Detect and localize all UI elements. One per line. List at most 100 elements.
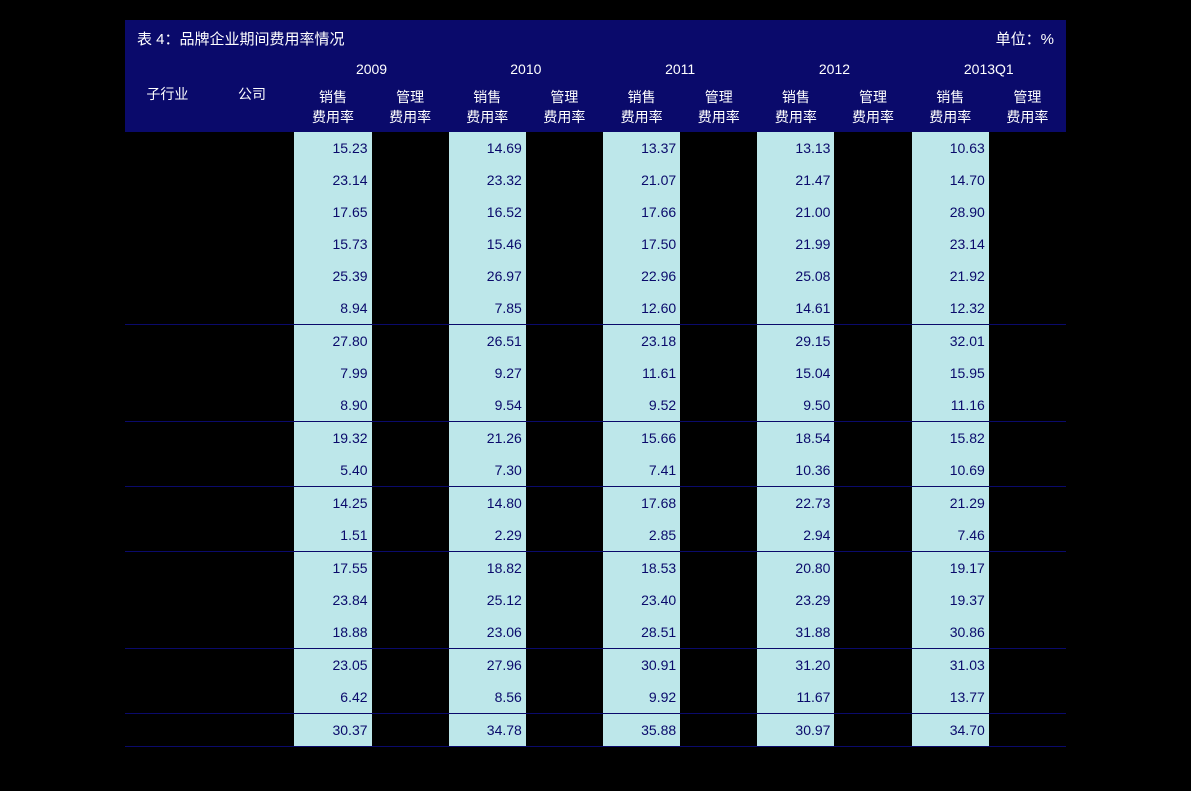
cell-mgmt: [989, 552, 1066, 585]
cell-sales: 12.60: [603, 292, 680, 325]
cell-company: [210, 616, 295, 649]
cell-mgmt: [834, 454, 911, 487]
col-sales-2013q1: 销售费用率: [912, 82, 989, 132]
cell-mgmt: [680, 681, 757, 714]
cell-mgmt: [834, 325, 911, 358]
cell-mgmt: [834, 164, 911, 196]
cell-sales: 10.36: [757, 454, 834, 487]
cell-mgmt: [680, 389, 757, 422]
cell-mgmt: [680, 132, 757, 164]
cell-mgmt: [834, 487, 911, 520]
cell-company: [210, 292, 295, 325]
cell-mgmt: [526, 487, 603, 520]
table-row: 15.7315.4617.5021.9923.14: [125, 228, 1066, 260]
cell-sales: 15.23: [294, 132, 371, 164]
col-mgmt-2013q1: 管理费用率: [989, 82, 1066, 132]
cell-mgmt: [526, 552, 603, 585]
cell-sales: 28.90: [912, 196, 989, 228]
cell-mgmt: [834, 584, 911, 616]
cell-sales: 30.86: [912, 616, 989, 649]
cell-mgmt: [989, 389, 1066, 422]
cell-sales: 21.00: [757, 196, 834, 228]
cell-mgmt: [834, 616, 911, 649]
cell-industry: [125, 357, 210, 389]
cell-sales: 18.53: [603, 552, 680, 585]
cell-mgmt: [372, 132, 449, 164]
cell-sales: 23.05: [294, 649, 371, 682]
cell-mgmt: [680, 325, 757, 358]
cell-mgmt: [680, 519, 757, 552]
cell-industry: [125, 714, 210, 747]
cell-mgmt: [680, 584, 757, 616]
cell-mgmt: [834, 422, 911, 455]
cell-industry: [125, 422, 210, 455]
cell-mgmt: [989, 357, 1066, 389]
table-title: 表 4：品牌企业期间费用率情况: [137, 28, 345, 49]
cell-sales: 31.88: [757, 616, 834, 649]
cell-sales: 23.18: [603, 325, 680, 358]
table-row: 19.3221.2615.6618.5415.82: [125, 422, 1066, 455]
cell-mgmt: [372, 228, 449, 260]
cell-mgmt: [680, 228, 757, 260]
table-body: 15.2314.6913.3713.1310.6323.1423.3221.07…: [125, 132, 1066, 747]
cell-mgmt: [989, 292, 1066, 325]
cell-sales: 21.07: [603, 164, 680, 196]
cell-company: [210, 196, 295, 228]
cell-sales: 10.69: [912, 454, 989, 487]
cell-sales: 9.50: [757, 389, 834, 422]
cell-company: [210, 714, 295, 747]
cell-sales: 7.30: [449, 454, 526, 487]
col-mgmt-2010: 管理费用率: [526, 82, 603, 132]
cell-company: [210, 422, 295, 455]
cell-sales: 21.29: [912, 487, 989, 520]
cell-mgmt: [372, 196, 449, 228]
cell-sales: 7.41: [603, 454, 680, 487]
cell-sales: 25.08: [757, 260, 834, 292]
year-2013q1: 2013Q1: [912, 56, 1066, 83]
cell-mgmt: [989, 584, 1066, 616]
cell-industry: [125, 584, 210, 616]
cell-sales: 19.17: [912, 552, 989, 585]
col-sales-2010: 销售费用率: [449, 82, 526, 132]
cell-mgmt: [372, 616, 449, 649]
cell-mgmt: [680, 260, 757, 292]
cell-mgmt: [989, 714, 1066, 747]
cell-mgmt: [989, 422, 1066, 455]
cell-mgmt: [526, 649, 603, 682]
table-row: 23.8425.1223.4023.2919.37: [125, 584, 1066, 616]
cell-sales: 18.82: [449, 552, 526, 585]
cell-sales: 22.73: [757, 487, 834, 520]
cell-sales: 19.32: [294, 422, 371, 455]
cell-industry: [125, 132, 210, 164]
expense-ratio-table: 子行业 公司 2009 2010 2011 2012 2013Q1 销售费用率 …: [125, 55, 1066, 747]
cell-industry: [125, 519, 210, 552]
cell-sales: 10.63: [912, 132, 989, 164]
cell-sales: 23.84: [294, 584, 371, 616]
cell-mgmt: [834, 132, 911, 164]
cell-company: [210, 228, 295, 260]
cell-sales: 16.52: [449, 196, 526, 228]
cell-mgmt: [526, 228, 603, 260]
table-row: 1.512.292.852.947.46: [125, 519, 1066, 552]
cell-sales: 14.61: [757, 292, 834, 325]
cell-sales: 17.55: [294, 552, 371, 585]
cell-industry: [125, 228, 210, 260]
cell-industry: [125, 389, 210, 422]
cell-sales: 32.01: [912, 325, 989, 358]
cell-mgmt: [989, 454, 1066, 487]
cell-mgmt: [834, 649, 911, 682]
col-sales-2012: 销售费用率: [757, 82, 834, 132]
cell-mgmt: [372, 389, 449, 422]
table-row: 7.999.2711.6115.0415.95: [125, 357, 1066, 389]
cell-sales: 34.70: [912, 714, 989, 747]
table-row: 17.5518.8218.5320.8019.17: [125, 552, 1066, 585]
cell-industry: [125, 164, 210, 196]
cell-company: [210, 681, 295, 714]
cell-sales: 28.51: [603, 616, 680, 649]
cell-mgmt: [372, 714, 449, 747]
cell-industry: [125, 552, 210, 585]
cell-sales: 12.32: [912, 292, 989, 325]
cell-sales: 23.40: [603, 584, 680, 616]
cell-mgmt: [989, 681, 1066, 714]
cell-sales: 30.91: [603, 649, 680, 682]
